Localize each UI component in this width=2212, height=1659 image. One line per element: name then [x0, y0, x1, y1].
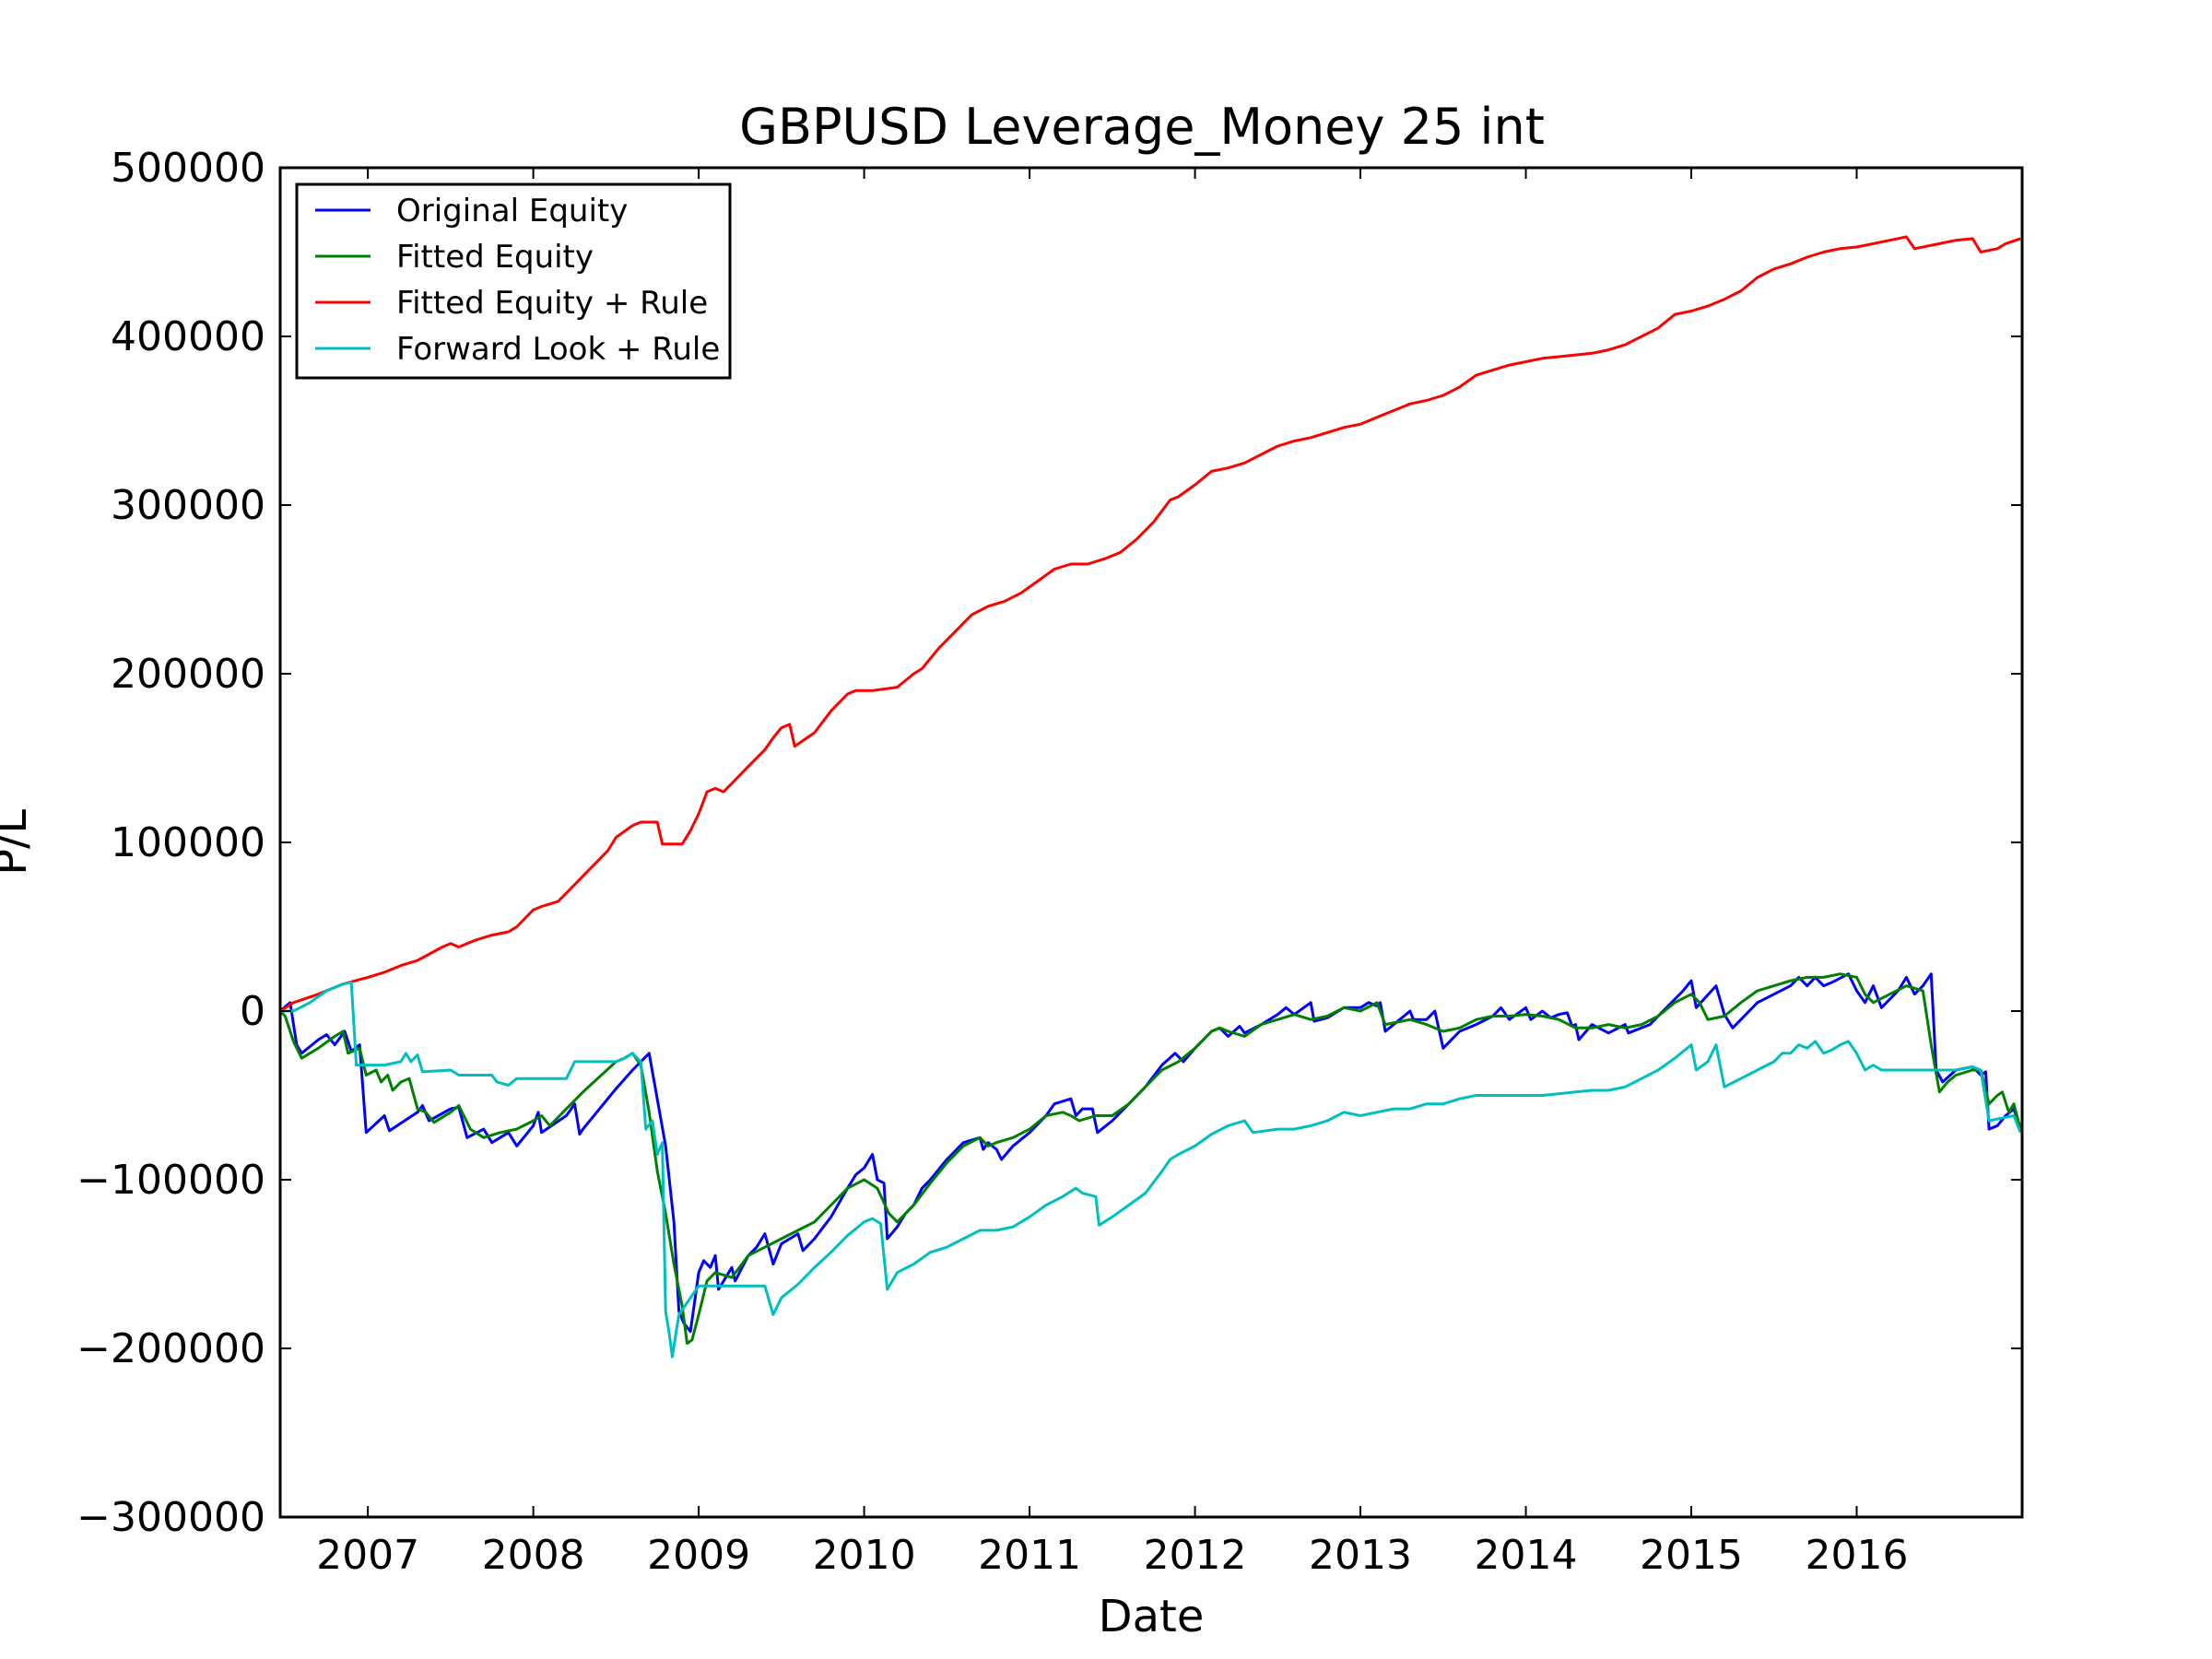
x-tick-label: 2011: [978, 1532, 1081, 1579]
y-tick-label: 100000: [111, 819, 265, 866]
x-tick-label: 2014: [1475, 1532, 1578, 1579]
legend-label-fitted-equity: Fitted Equity: [396, 239, 594, 276]
legend-box: [295, 182, 732, 380]
x-axis: 2007 2008 2009 2010 2011 2012 2013 2014 2015 2016: [316, 168, 1909, 1579]
series-line-fitted-equity: [278, 972, 2022, 1345]
y-tick-label: 0: [240, 988, 265, 1035]
x-tick-label: 2008: [482, 1532, 585, 1579]
y-tick-label: 300000: [111, 482, 265, 529]
x-tick-label: 2009: [647, 1532, 750, 1579]
x-tick-label: 2012: [1144, 1532, 1247, 1579]
plot-frame: [278, 166, 2024, 1519]
y-tick-label: −100000: [76, 1157, 265, 1204]
x-tick-label: 2013: [1309, 1532, 1412, 1579]
y-axis: 500000 400000 300000 200000 100000 0 −100000 −2…: [76, 145, 2022, 1541]
x-tick-label: 2015: [1640, 1532, 1743, 1579]
series-line-forward-look-rule: [280, 981, 2022, 1359]
y-axis-label: P/L: [0, 809, 37, 876]
x-tick-label: 2010: [813, 1532, 916, 1579]
plot-area: [278, 235, 2022, 1359]
legend-label-forward-look-rule: Forward Look + Rule: [396, 331, 720, 368]
legend-label-original-equity: Original Equity: [396, 193, 628, 229]
x-tick-label: 2016: [1806, 1532, 1909, 1579]
legend-label-fitted-equity-rule: Fitted Equity + Rule: [396, 285, 708, 322]
chart-title: GBPUSD Leverage_Money 25 int: [739, 98, 1545, 156]
x-tick-label: 2007: [316, 1532, 419, 1579]
y-tick-label: −300000: [76, 1494, 265, 1541]
series-line-fitted-equity-rule: [279, 235, 2021, 1013]
y-tick-label: 500000: [111, 145, 265, 192]
legend: Original Equity Fitted Equity Fitted Equ…: [295, 182, 732, 380]
x-axis-label: Date: [1099, 1591, 1205, 1642]
y-tick-label: 200000: [111, 651, 265, 698]
y-tick-label: 400000: [111, 313, 265, 360]
y-tick-label: −200000: [76, 1325, 265, 1372]
